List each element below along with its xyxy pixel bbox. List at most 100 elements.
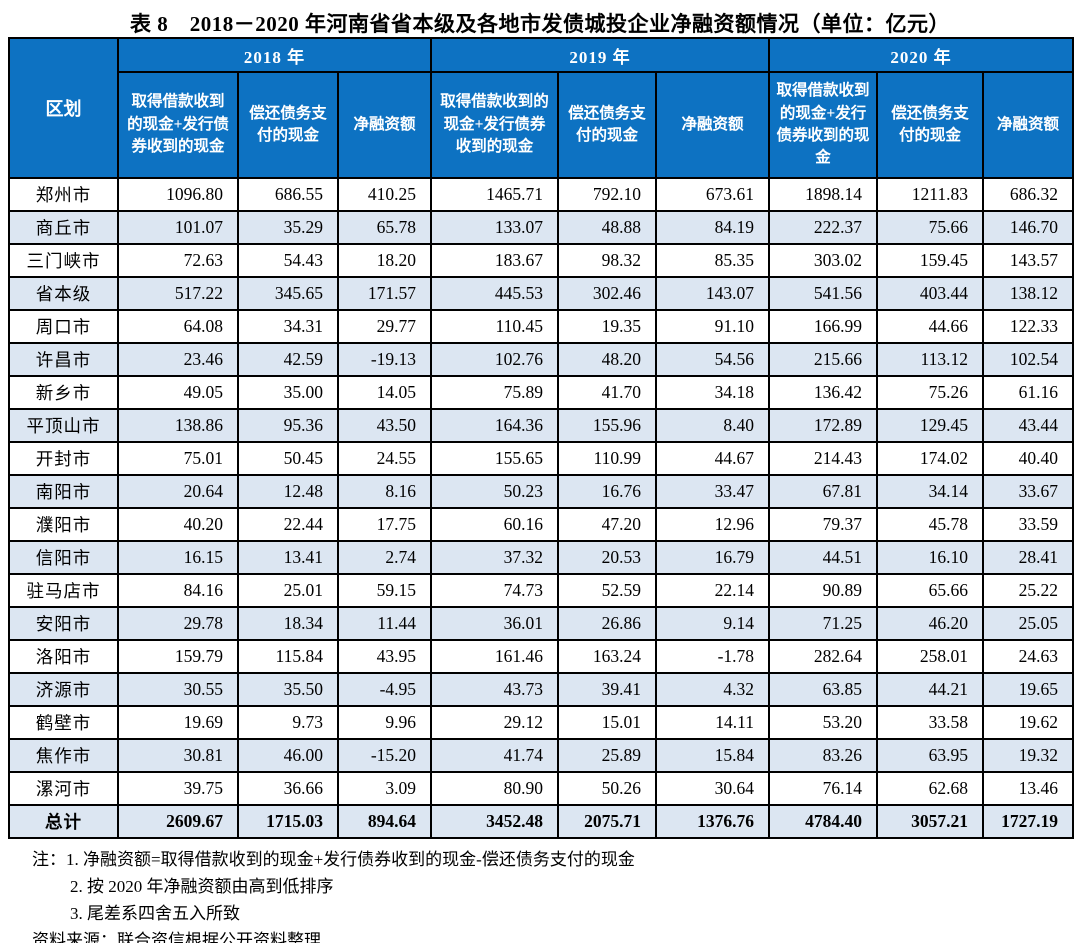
value-cell: 20.64 xyxy=(117,474,239,509)
value-cell: 35.50 xyxy=(237,672,339,707)
value-cell: 25.01 xyxy=(237,573,339,608)
value-cell: 164.36 xyxy=(430,408,560,443)
value-cell: 65.78 xyxy=(336,210,433,245)
value-cell: 9.96 xyxy=(336,705,433,740)
value-cell: 12.48 xyxy=(237,474,339,509)
region-cell: 商丘市 xyxy=(8,210,119,245)
region-cell: 安阳市 xyxy=(8,606,119,641)
value-cell: 19.62 xyxy=(982,705,1075,740)
value-cell: 71.25 xyxy=(768,606,879,641)
table-row: 濮阳市 40.20 22.44 17.75 60.16 47.20 12.96 79.37 45… xyxy=(8,507,1075,542)
value-cell: 63.95 xyxy=(876,738,985,773)
value-cell: 25.05 xyxy=(982,606,1075,641)
col-header-2019-net: 净融资额 xyxy=(655,71,771,179)
value-cell: 110.45 xyxy=(430,309,560,344)
value-cell: 214.43 xyxy=(768,441,879,476)
value-cell: 163.24 xyxy=(557,639,658,674)
value-cell: 76.14 xyxy=(768,771,879,806)
value-cell: 15.84 xyxy=(655,738,771,773)
value-cell: 34.31 xyxy=(237,309,339,344)
table-row: 安阳市 29.78 18.34 11.44 36.01 26.86 9.14 71.25 46.… xyxy=(8,606,1075,641)
value-cell: 8.16 xyxy=(336,474,433,509)
value-cell: 79.37 xyxy=(768,507,879,542)
value-cell: 75.01 xyxy=(117,441,239,476)
value-cell: 54.43 xyxy=(237,243,339,278)
value-cell: 40.40 xyxy=(982,441,1075,476)
value-cell: 3452.48 xyxy=(430,804,560,839)
table-row: 周口市 64.08 34.31 29.77 110.45 19.35 91.10 166.99… xyxy=(8,309,1075,344)
value-cell: 67.81 xyxy=(768,474,879,509)
value-cell: 3.09 xyxy=(336,771,433,806)
value-cell: 85.35 xyxy=(655,243,771,278)
value-cell: 11.44 xyxy=(336,606,433,641)
table-row: 驻马店市 84.16 25.01 59.15 74.73 52.59 22.14 90.89 6… xyxy=(8,573,1075,608)
financing-table: 区划 2018 年 2019 年 2020 年 取得借款收到的现金+发行债券收到… xyxy=(8,37,1075,839)
value-cell: 23.46 xyxy=(117,342,239,377)
value-cell: 74.73 xyxy=(430,573,560,608)
value-cell: 84.19 xyxy=(655,210,771,245)
value-cell: 29.78 xyxy=(117,606,239,641)
region-cell: 省本级 xyxy=(8,276,119,311)
col-header-2018-net: 净融资额 xyxy=(336,71,433,179)
table-row: 焦作市 30.81 46.00 -15.20 41.74 25.89 15.84 83.26 6… xyxy=(8,738,1075,773)
region-cell: 开封市 xyxy=(8,441,119,476)
value-cell: 155.65 xyxy=(430,441,560,476)
value-cell: 445.53 xyxy=(430,276,560,311)
value-cell: 29.77 xyxy=(336,309,433,344)
value-cell: 1376.76 xyxy=(655,804,771,839)
value-cell: 50.45 xyxy=(237,441,339,476)
value-cell: 43.44 xyxy=(982,408,1075,443)
value-cell: 215.66 xyxy=(768,342,879,377)
value-cell: 46.00 xyxy=(237,738,339,773)
region-cell: 三门峡市 xyxy=(8,243,119,278)
value-cell: 63.85 xyxy=(768,672,879,707)
region-cell: 总计 xyxy=(8,804,119,839)
table-row: 郑州市 1096.80 686.55 410.25 1465.71 792.10 673.6… xyxy=(8,177,1075,212)
value-cell: 83.26 xyxy=(768,738,879,773)
value-cell: -4.95 xyxy=(336,672,433,707)
table-row: 总计 2609.67 1715.03 894.64 3452.48 2075.71 1376… xyxy=(8,804,1075,839)
value-cell: 8.40 xyxy=(655,408,771,443)
value-cell: 80.90 xyxy=(430,771,560,806)
value-cell: 34.14 xyxy=(876,474,985,509)
value-cell: 53.20 xyxy=(768,705,879,740)
value-cell: 282.64 xyxy=(768,639,879,674)
value-cell: 44.51 xyxy=(768,540,879,575)
table-row: 漯河市 39.75 36.66 3.09 80.90 50.26 30.64 76.14 62.… xyxy=(8,771,1075,806)
value-cell: 686.55 xyxy=(237,177,339,212)
value-cell: 19.65 xyxy=(982,672,1075,707)
value-cell: 75.26 xyxy=(876,375,985,410)
value-cell: 161.46 xyxy=(430,639,560,674)
value-cell: 46.20 xyxy=(876,606,985,641)
value-cell: 146.70 xyxy=(982,210,1075,245)
col-header-2018-repay: 偿还债务支付的现金 xyxy=(237,71,339,179)
region-cell: 新乡市 xyxy=(8,375,119,410)
value-cell: 686.32 xyxy=(982,177,1075,212)
value-cell: 517.22 xyxy=(117,276,239,311)
value-cell: 110.99 xyxy=(557,441,658,476)
value-cell: 17.75 xyxy=(336,507,433,542)
value-cell: 91.10 xyxy=(655,309,771,344)
value-cell: -15.20 xyxy=(336,738,433,773)
value-cell: 33.47 xyxy=(655,474,771,509)
value-cell: 22.14 xyxy=(655,573,771,608)
value-cell: 48.88 xyxy=(557,210,658,245)
value-cell: 19.32 xyxy=(982,738,1075,773)
table-header: 区划 2018 年 2019 年 2020 年 取得借款收到的现金+发行债券收到… xyxy=(8,37,1075,179)
value-cell: -19.13 xyxy=(336,342,433,377)
value-cell: 136.42 xyxy=(768,375,879,410)
value-cell: 13.41 xyxy=(237,540,339,575)
value-cell: 44.66 xyxy=(876,309,985,344)
value-cell: 24.63 xyxy=(982,639,1075,674)
value-cell: 65.66 xyxy=(876,573,985,608)
value-cell: 1211.83 xyxy=(876,177,985,212)
value-cell: 102.54 xyxy=(982,342,1075,377)
value-cell: 303.02 xyxy=(768,243,879,278)
col-header-2020-borrow: 取得借款收到的现金+发行债券收到的现金 xyxy=(768,71,879,179)
value-cell: 403.44 xyxy=(876,276,985,311)
notes-block: 注：1. 净融资额=取得借款收到的现金+发行债券收到的现金-偿还债务支付的现金 … xyxy=(0,846,1080,943)
value-cell: 39.41 xyxy=(557,672,658,707)
value-cell: 115.84 xyxy=(237,639,339,674)
value-cell: 59.15 xyxy=(336,573,433,608)
note-line-2: 2. 按 2020 年净融资额由高到低排序 xyxy=(70,877,334,896)
